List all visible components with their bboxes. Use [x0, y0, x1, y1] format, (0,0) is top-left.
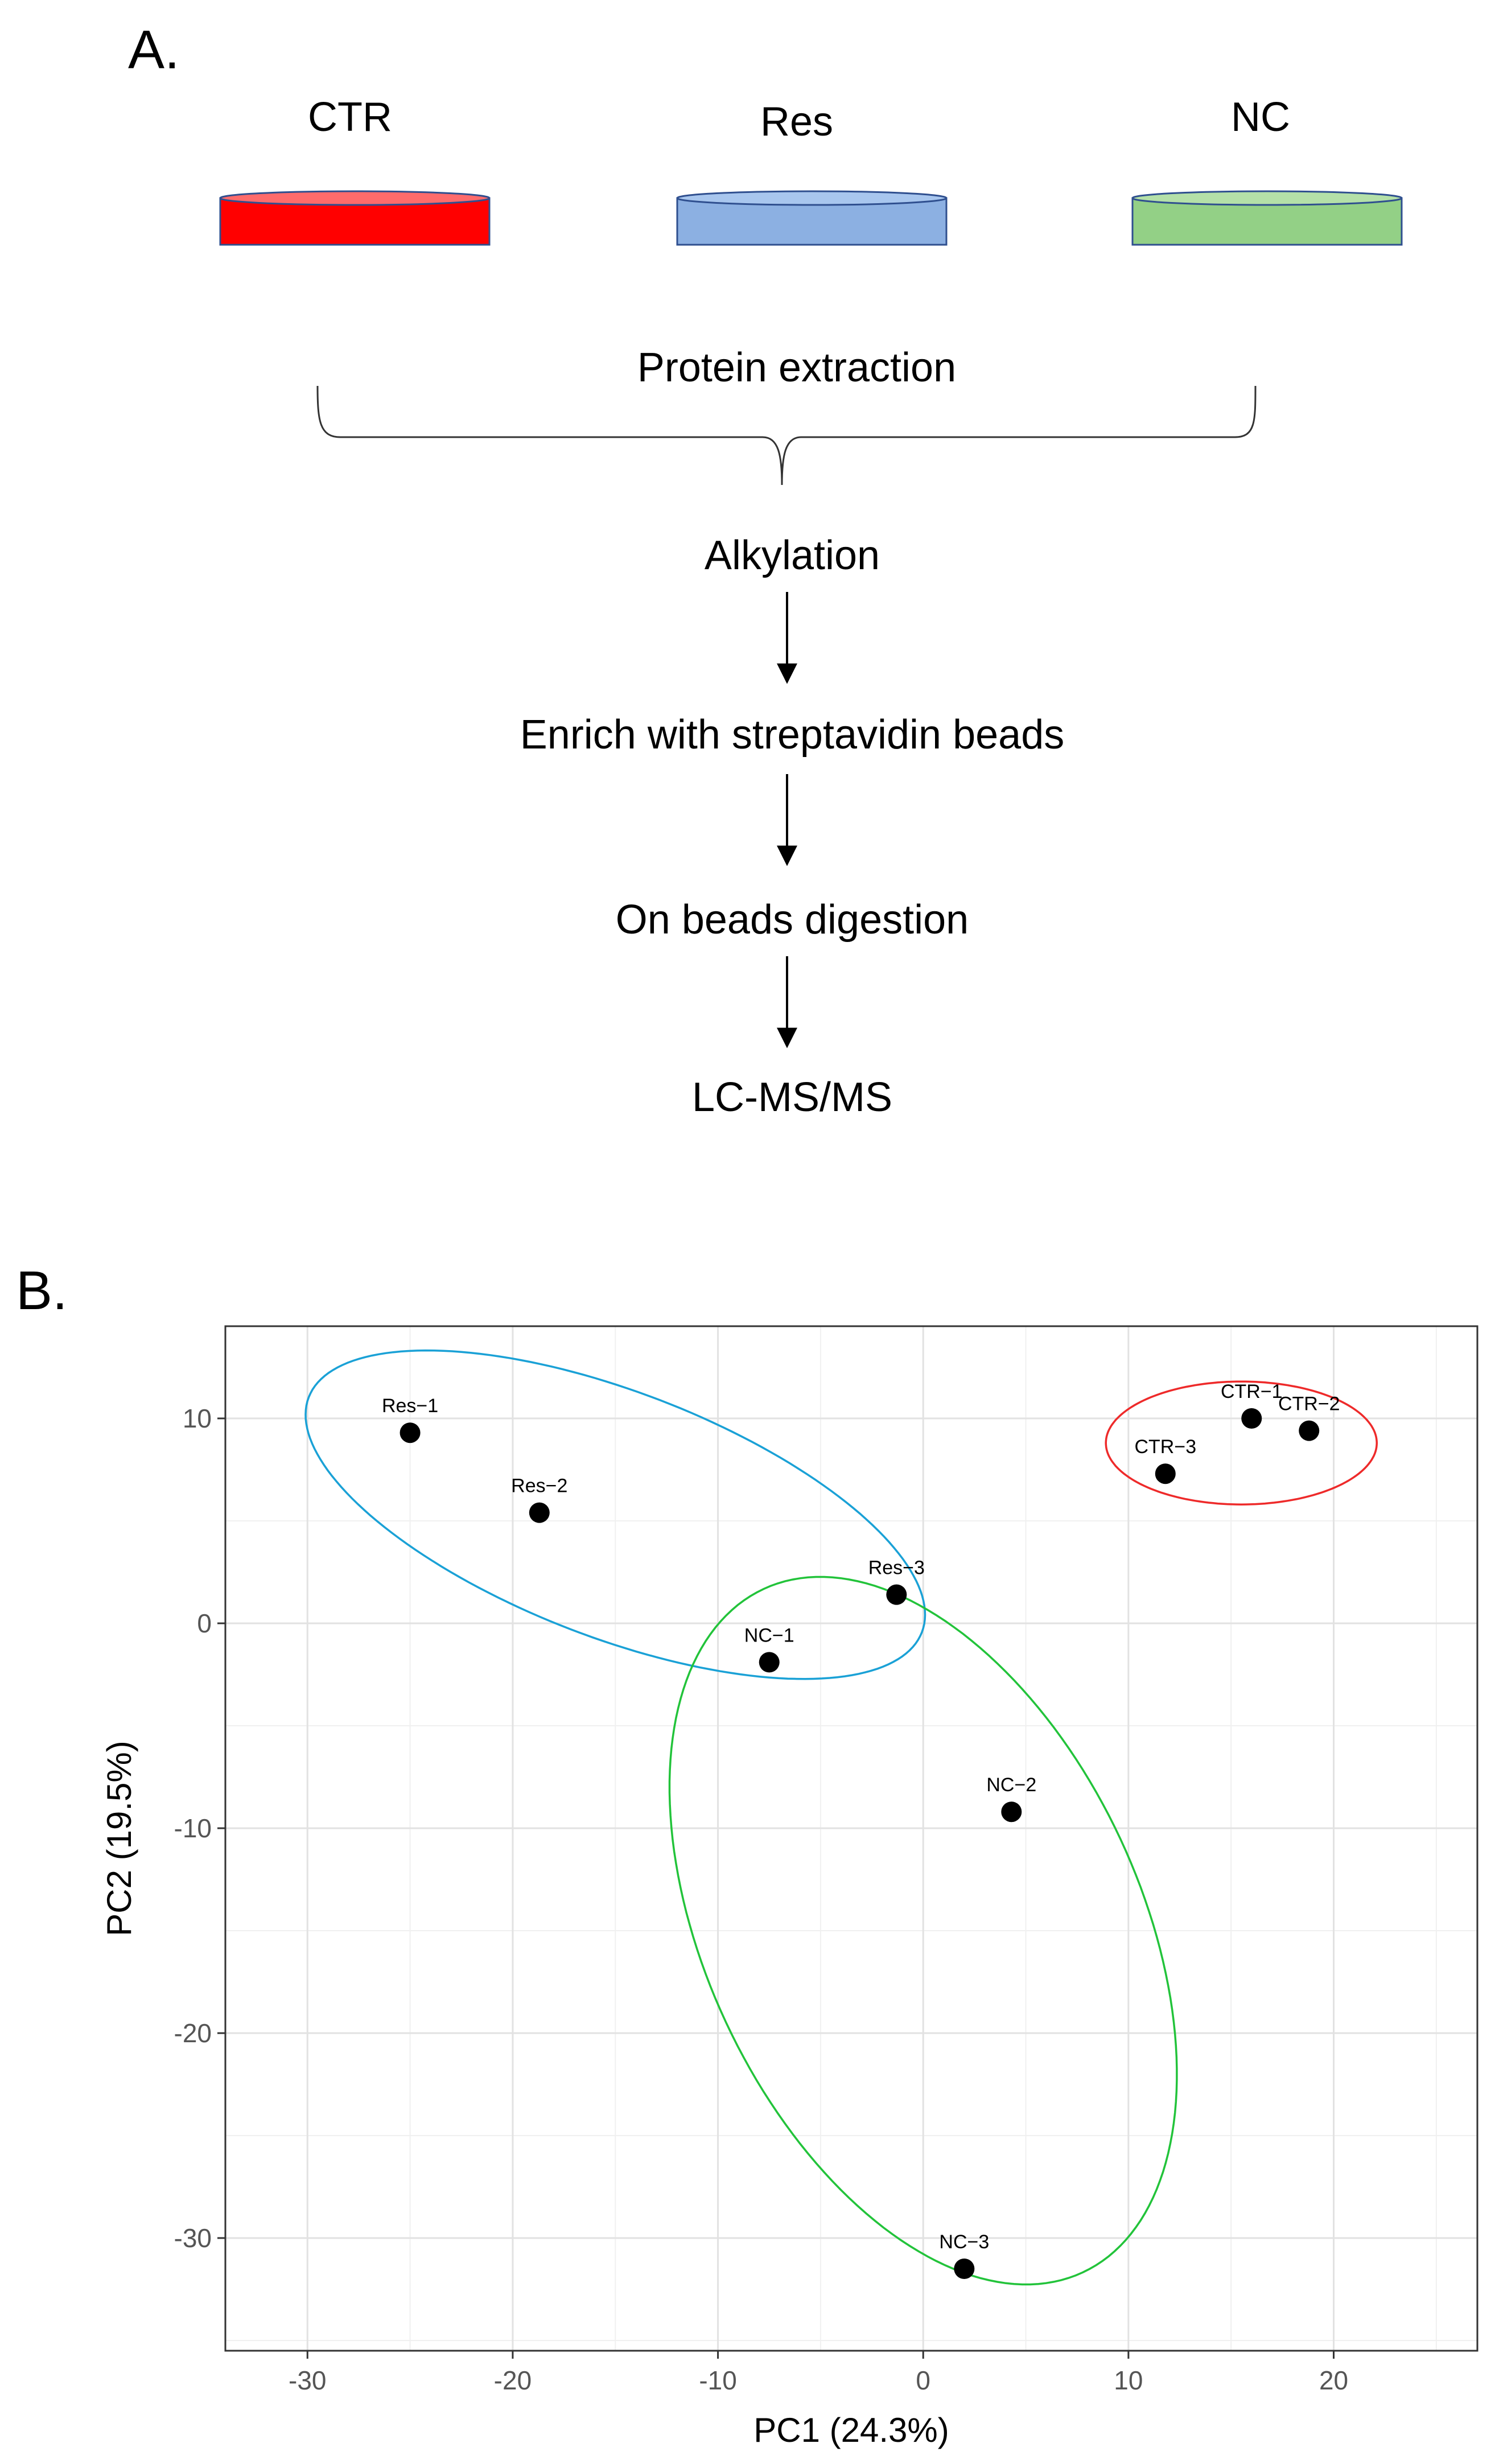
point-label-nc-3: NC−3: [939, 2231, 989, 2253]
point-label-nc-1: NC−1: [744, 1624, 794, 1646]
point-label-ctr-1: CTR−1: [1221, 1381, 1283, 1402]
step-alkylation: Alkylation: [705, 533, 880, 578]
ellipse-ctr: [1105, 1380, 1378, 1505]
dish-nc-top: [1131, 190, 1403, 206]
curly-brace: [316, 385, 1257, 486]
step-enrich: Enrich with streptavidin beads: [520, 712, 1065, 758]
dish-ctr-body: [219, 197, 491, 246]
point-ctr-2: [1299, 1420, 1320, 1441]
point-nc-3: [954, 2259, 975, 2279]
dish-label-res: Res: [760, 99, 833, 145]
panel-a-letter: A.: [128, 19, 180, 80]
grid-major: [225, 1326, 1477, 2351]
dish-ctr-top: [219, 190, 491, 206]
y-axis-title: PC2 (19.5%): [100, 1741, 138, 1936]
step-digestion: On beads digestion: [616, 897, 969, 943]
dish-label-nc: NC: [1231, 94, 1290, 140]
panel-b: B. Res−1 Res−2 Res−3 NC−1 NC−2 NC−3 CTR−1CTR−2…: [16, 1260, 1478, 2449]
point-res-1: [400, 1422, 421, 1443]
dish-res: [676, 190, 948, 246]
ellipse-nc: [668, 1576, 1178, 2286]
point-label-ctr-2: CTR−2: [1278, 1393, 1340, 1415]
y-tick-label: 0: [197, 1609, 212, 1638]
point-label-res-1: Res−1: [382, 1395, 438, 1417]
point-label-ctr-3: CTR−3: [1134, 1436, 1196, 1458]
y-tick-label: 10: [183, 1404, 212, 1433]
panel-a: A. CTR Res NC Protein extraction Alkylat…: [128, 19, 1403, 1120]
step-lcmsms: LC-MS/MS: [692, 1075, 892, 1120]
point-nc-1: [759, 1652, 780, 1673]
plot-border: [224, 1325, 1478, 2352]
y-tick-label: -20: [174, 2018, 212, 2048]
grid-minor: [225, 1326, 1477, 2351]
x-axis-ticks: -30 -20 -10 0 10 20: [289, 2351, 1348, 2395]
panel-b-letter: B.: [16, 1260, 68, 1321]
step-protein-extraction: Protein extraction: [637, 345, 956, 390]
point-res-2: [529, 1502, 550, 1523]
y-tick-label: -30: [174, 2223, 212, 2253]
point-res-3: [886, 1584, 907, 1605]
plot-background: [225, 1326, 1477, 2351]
point-label-nc-2: NC−2: [986, 1774, 1036, 1796]
dish-res-body: [676, 197, 948, 246]
point-ctr-3: [1155, 1463, 1176, 1484]
ellipse-res: [304, 1349, 926, 1680]
x-tick-label: 10: [1114, 2366, 1143, 2395]
x-tick-label: 20: [1319, 2366, 1348, 2395]
dish-label-ctr: CTR: [308, 94, 392, 140]
y-axis-ticks: -30 -20 -10 0 10: [174, 1404, 225, 2253]
point-nc-2: [1001, 1801, 1022, 1823]
dish-nc: [1131, 190, 1403, 246]
point-ctr-1: [1241, 1408, 1262, 1429]
dish-ctr: [219, 190, 491, 246]
x-tick-label: 0: [916, 2366, 930, 2395]
x-axis-title: PC1 (24.3%): [753, 2411, 949, 2449]
x-tick-label: -10: [699, 2366, 736, 2395]
dish-res-top: [676, 190, 948, 206]
x-tick-label: -30: [289, 2366, 326, 2395]
point-label-res-2: Res−2: [511, 1475, 567, 1497]
x-tick-label: -20: [494, 2366, 532, 2395]
y-tick-label: -10: [174, 1813, 212, 1843]
confidence-ellipses: [304, 1349, 1378, 2286]
point-label-res-3: Res−3: [868, 1557, 925, 1579]
data-points: [400, 1408, 1320, 2279]
